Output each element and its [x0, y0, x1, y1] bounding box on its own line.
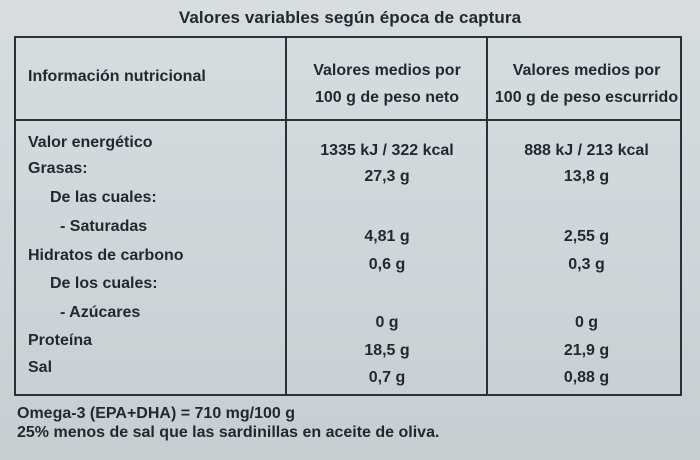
- capture-season-heading: Valores variables según época de captura: [178, 8, 522, 27]
- row-sugars-label: - Azúcares: [60, 304, 141, 321]
- header-drained-weight-line2: 100 g de peso escurrido: [494, 89, 679, 106]
- row-saturated-drained: 2,55 g: [563, 228, 610, 245]
- row-carbs-label: Hidratos de carbono: [28, 247, 184, 264]
- column-divider-1: [285, 38, 287, 394]
- column-divider-2: [486, 38, 488, 394]
- row-sugars-net: 0 g: [375, 314, 399, 331]
- header-net-weight-line1: Valores medios por: [313, 62, 461, 79]
- nutrition-table: Información nutricional Valores medios p…: [14, 36, 682, 396]
- header-divider: [16, 119, 680, 121]
- header-label: Información nutricional: [28, 68, 206, 85]
- omega3-note: Omega-3 (EPA+DHA) = 710 mg/100 g: [17, 405, 296, 422]
- row-salt-net: 0,7 g: [368, 369, 406, 386]
- row-sugars-drained: 0 g: [574, 314, 599, 331]
- salt-reduction-note: 25% menos de sal que las sardinillas en …: [17, 424, 440, 441]
- header-net-weight: Valores medios por 100 g de peso neto: [288, 57, 486, 111]
- row-of-which-carbs-label: De los cuales:: [50, 275, 158, 292]
- row-fat-drained: 13,8 g: [563, 168, 610, 185]
- row-energy-label: Valor energético: [28, 134, 153, 151]
- row-fat-net: 27,3 g: [364, 168, 410, 185]
- header-drained-weight-line1: Valores medios por: [512, 62, 661, 79]
- row-protein-drained: 21,9 g: [563, 342, 610, 359]
- row-fat-label: Grasas:: [28, 160, 88, 177]
- header-drained-weight: Valores medios por 100 g de peso escurri…: [489, 57, 684, 111]
- header-net-weight-line2: 100 g de peso neto: [314, 89, 460, 106]
- row-energy-net: 1335 kJ / 322 kcal: [320, 142, 454, 159]
- row-salt-drained: 0,88 g: [563, 369, 610, 386]
- row-saturated-net: 4,81 g: [364, 228, 410, 245]
- row-carbs-drained: 0,3 g: [568, 256, 605, 273]
- row-salt-label: Sal: [28, 359, 53, 376]
- row-protein-label: Proteína: [28, 332, 93, 349]
- row-carbs-net: 0,6 g: [368, 256, 406, 273]
- row-energy-drained: 888 kJ / 213 kcal: [524, 142, 649, 159]
- row-protein-net: 18,5 g: [364, 342, 410, 359]
- row-saturated-label: - Saturadas: [60, 218, 148, 235]
- row-of-which-fat-label: De las cuales:: [50, 189, 157, 206]
